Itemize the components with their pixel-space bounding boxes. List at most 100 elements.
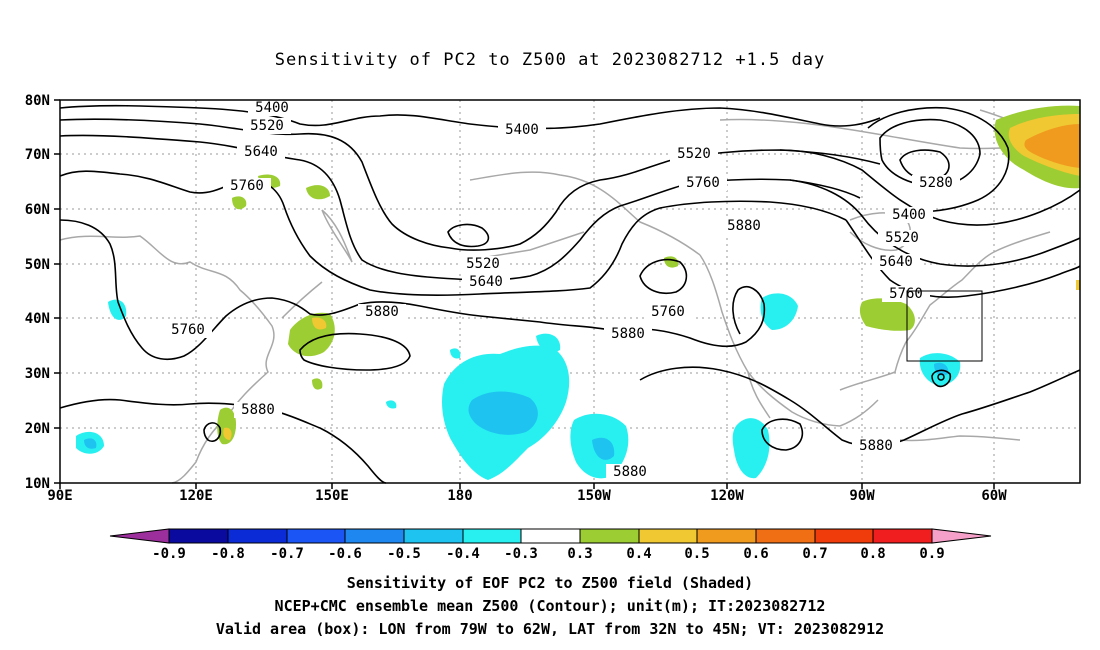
shade-neg-3b — [468, 391, 538, 435]
lon-axis-labels: 90E 120E 150E 180 150W 120W 90W 60W — [47, 488, 1007, 504]
lat-axis-labels: 80N 70N 60N 50N 40N 30N 20N 10N — [25, 93, 50, 492]
coast-florida-gulf — [839, 341, 907, 391]
contour-label: 5760 — [889, 286, 923, 302]
colorbar-segment — [579, 528, 640, 544]
colorbar-segment — [755, 528, 816, 544]
lon-label: 90W — [849, 488, 875, 504]
contour-label: 5880 — [365, 304, 399, 320]
colorbar-label: -0.3 — [504, 546, 538, 562]
shade-neg-7b — [934, 362, 949, 376]
contour-5880-mid — [609, 286, 766, 348]
valid-area-box — [906, 290, 983, 362]
colorbar-segment — [168, 528, 229, 544]
lon-label: 90E — [47, 488, 72, 504]
contour-label: 5760 — [686, 175, 720, 191]
colorbar-label: -0.8 — [211, 546, 245, 562]
colorbar-label: 0.4 — [626, 546, 651, 562]
contour-closed-low-mex — [761, 418, 804, 451]
contour-label: 5520 — [677, 146, 711, 162]
colorbar-label: 0.9 — [919, 546, 944, 562]
colorbar-label: -0.6 — [328, 546, 362, 562]
shade-neg-2b — [84, 438, 97, 449]
shade-pos-4b — [312, 317, 327, 330]
lon-label: 180 — [447, 488, 472, 504]
caption-line-3: Valid area (box): LON from 79W to 62W, L… — [215, 620, 885, 638]
lon-label: 120E — [179, 488, 213, 504]
colorbar-arrow-right — [931, 528, 992, 544]
shade-pos-5 — [312, 378, 323, 390]
shade-neg-1 — [108, 299, 127, 320]
coast-caribbean — [899, 435, 1021, 442]
lat-label: 20N — [25, 421, 50, 437]
lon-label: 150E — [315, 488, 349, 504]
coast-kamchatka — [321, 209, 353, 263]
shading-positive — [217, 105, 1080, 445]
contour-5640-east — [789, 179, 1081, 267]
colorbar-label: 0.5 — [684, 546, 709, 562]
contour-label: 5520 — [250, 118, 284, 134]
contour-label: 5760 — [171, 322, 205, 338]
caption-line-2: NCEP+CMC ensemble mean Z500 (Contour); u… — [274, 597, 826, 615]
lon-label: 150W — [577, 488, 611, 504]
shade-neg-5 — [732, 418, 770, 479]
shade-pos-1 — [232, 196, 247, 210]
contour-label: 5880 — [859, 438, 893, 454]
contour-5400-east — [867, 106, 1010, 213]
contour-5400-west — [59, 104, 881, 130]
contour-closed-small-atl — [931, 369, 952, 388]
colorbar-label: 0.8 — [860, 546, 885, 562]
lat-label: 60N — [25, 202, 50, 218]
lat-label: 70N — [25, 147, 50, 163]
contour-label: 5880 — [611, 326, 645, 342]
contour-5520-east — [779, 149, 1081, 226]
contour-closed-5760-bering — [639, 258, 688, 294]
shade-neg-4b — [592, 437, 615, 460]
chart-title: Sensitivity of PC2 to Z500 at 2023082712… — [274, 50, 826, 70]
contour-closed-small-wpac — [203, 422, 222, 443]
map-frame — [59, 99, 1081, 484]
colorbar-label: 0.3 — [567, 546, 592, 562]
shade-neg-6 — [760, 293, 798, 330]
lat-label: 30N — [25, 366, 50, 382]
colorbar-label: -0.9 — [152, 546, 186, 562]
lat-label: 10N — [25, 476, 50, 492]
contour-label: 5760 — [651, 304, 685, 320]
colorbar-arrow-left — [109, 528, 170, 544]
contour-label: 5640 — [469, 274, 503, 290]
contour-label: 5880 — [241, 402, 275, 418]
contour-label: 5280 — [919, 175, 953, 191]
contour-label: 5400 — [892, 207, 926, 223]
contour-label: 5880 — [613, 464, 647, 480]
contour-label: 5520 — [466, 256, 500, 272]
contour-label: 5640 — [879, 254, 913, 270]
lon-label: 120W — [710, 488, 744, 504]
colorbar-label: -0.5 — [387, 546, 421, 562]
contour-5880-west — [59, 219, 611, 361]
colorbar-label: 0.6 — [743, 546, 768, 562]
coast-alaska — [469, 171, 701, 256]
shade-neg-8 — [450, 348, 461, 359]
colorbar-label: 0.7 — [802, 546, 827, 562]
colorbar-segment — [403, 528, 464, 544]
tick-marks — [54, 99, 995, 489]
shade-pos-6b — [223, 427, 232, 440]
contour-label: 5640 — [244, 144, 278, 160]
contour-tiny-center — [937, 373, 945, 381]
colorbar-segment — [227, 528, 288, 544]
contour-label: 5400 — [255, 100, 289, 116]
colorbar-segment — [520, 528, 581, 544]
coast-east-asia — [59, 235, 275, 484]
contour-label: 5400 — [505, 122, 539, 138]
colorbar-label: -0.4 — [446, 546, 480, 562]
lat-label: 80N — [25, 93, 50, 109]
contour-closed-high-180 — [447, 223, 490, 248]
shade-pos-8 — [859, 298, 915, 331]
lat-label: 40N — [25, 311, 50, 327]
colorbar-segment — [872, 528, 933, 544]
shade-neg-3c — [536, 333, 561, 353]
colorbar-labels: -0.9 -0.8 -0.7 -0.6 -0.5 -0.4 -0.3 0.3 0… — [152, 546, 945, 562]
colorbar-segment — [638, 528, 698, 544]
colorbar-segment — [696, 528, 757, 544]
shade-pos-10 — [1076, 280, 1080, 290]
